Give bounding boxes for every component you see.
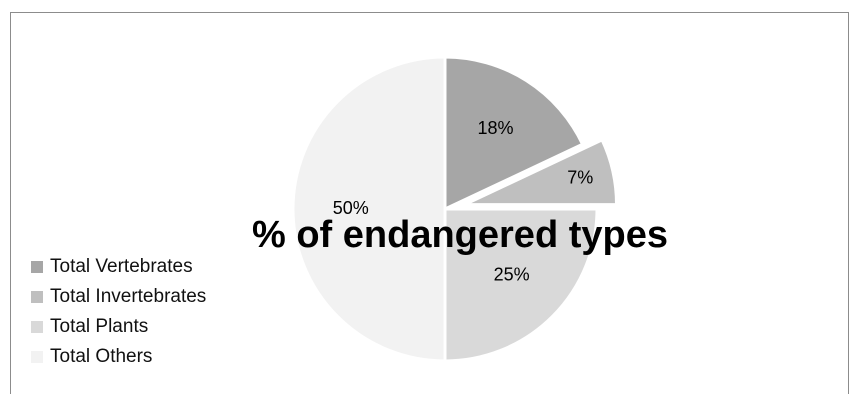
pie-slice-others	[291, 55, 447, 363]
pie-slice-invertebrates	[463, 137, 619, 207]
legend-swatch-vertebrates	[31, 261, 43, 273]
legend-item-invertebrates: Total Invertebrates	[31, 282, 206, 312]
data-label-invertebrates: 7%	[567, 168, 593, 188]
legend-swatch-others	[31, 351, 43, 363]
legend-label: Total Others	[50, 346, 153, 367]
pie-slice-plants	[443, 207, 599, 363]
legend-item-others: Total Others	[31, 342, 206, 372]
legend-label: Total Plants	[50, 316, 149, 337]
legend-swatch-invertebrates	[31, 291, 43, 303]
legend-swatch-plants	[31, 321, 43, 333]
legend: Total Vertebrates Total Invertebrates To…	[31, 252, 206, 372]
legend-item-vertebrates: Total Vertebrates	[31, 252, 206, 282]
data-label-vertebrates: 18%	[477, 118, 513, 138]
legend-label: Total Vertebrates	[50, 256, 193, 277]
legend-item-plants: Total Plants	[31, 312, 206, 342]
data-label-plants: 25%	[494, 264, 530, 284]
chart-title: % of endangered types	[252, 214, 668, 256]
data-label-others: 50%	[333, 198, 369, 218]
pie-slice-vertebrates	[443, 55, 585, 212]
legend-label: Total Invertebrates	[50, 286, 207, 307]
